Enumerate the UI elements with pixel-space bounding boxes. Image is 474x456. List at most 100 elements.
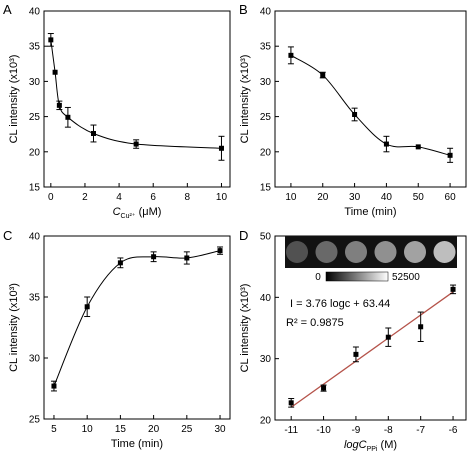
x-tick-label: 60 bbox=[445, 192, 457, 203]
data-point bbox=[151, 254, 157, 260]
x-axis-label: logCPPi (M) bbox=[344, 439, 397, 453]
y-axis-label: CL intensity (x10³) bbox=[239, 55, 251, 144]
data-point bbox=[65, 114, 71, 120]
panel-b: B 10 20 30 40 50 60 15 20 25 30 35 40 CL intensity (… bbox=[239, 2, 467, 218]
x-tick-label: 10 bbox=[82, 424, 94, 435]
y-tick-label: 50 bbox=[260, 232, 272, 243]
colorbar-gradient bbox=[325, 271, 389, 282]
data-point bbox=[320, 72, 326, 78]
x-tick-label: 20 bbox=[317, 192, 329, 203]
data-point bbox=[447, 152, 453, 158]
data-point bbox=[133, 141, 139, 147]
colorbar-min-label: 0 bbox=[315, 272, 321, 283]
series-line bbox=[290, 54, 451, 156]
data-point bbox=[352, 111, 358, 117]
gel-spot bbox=[374, 241, 397, 263]
data-point bbox=[288, 400, 294, 406]
x-tick-label: 4 bbox=[116, 192, 122, 203]
y-tick-label: 30 bbox=[29, 77, 41, 88]
data-point bbox=[56, 102, 62, 108]
x-axis-label-unit: (μM) bbox=[136, 206, 162, 218]
data-point bbox=[51, 383, 57, 389]
gel-spot bbox=[345, 241, 367, 263]
x-tick-label: 0 bbox=[48, 192, 54, 203]
gel-image bbox=[285, 236, 457, 268]
plot-frame bbox=[43, 10, 231, 188]
y-tick-label: 35 bbox=[29, 293, 41, 304]
series-line bbox=[53, 250, 221, 387]
x-tick-label: -6 bbox=[449, 425, 458, 436]
x-tick-label: -8 bbox=[384, 425, 393, 436]
x-tick-label: 10 bbox=[285, 192, 297, 203]
data-point bbox=[321, 385, 327, 391]
x-axis-label: CCu²⁺ (μM) bbox=[113, 206, 162, 220]
panel-label-c: C bbox=[3, 228, 12, 243]
series-line bbox=[50, 39, 222, 149]
x-axis-label: Time (min) bbox=[344, 206, 396, 218]
data-point bbox=[184, 255, 190, 261]
y-tick-label: 25 bbox=[29, 415, 41, 426]
panel-c-plot: 5 10 15 20 25 30 25 30 35 40 CL intensity (x10³) Ti… bbox=[8, 232, 231, 450]
y-tick-label: 40 bbox=[260, 293, 272, 304]
data-point bbox=[90, 130, 96, 136]
x-axis-label-main: logC bbox=[344, 439, 367, 451]
data-point bbox=[117, 260, 123, 266]
panel-b-plot: 10 20 30 40 50 60 15 20 25 30 35 40 CL intensity (x1… bbox=[239, 7, 467, 218]
panel-d-plot: -11 -10 -9 -8 -7 -6 20 30 40 50 CL intensity (x10³… bbox=[239, 232, 467, 453]
data-point bbox=[418, 324, 424, 330]
y-tick-label: 15 bbox=[29, 183, 41, 194]
y-tick-label: 40 bbox=[29, 232, 41, 243]
x-tick-label: 6 bbox=[150, 192, 156, 203]
y-axis-label: CL intensity (x10³) bbox=[8, 283, 20, 372]
data-point bbox=[218, 145, 224, 151]
data-point bbox=[84, 304, 90, 310]
x-tick-label: -7 bbox=[416, 425, 425, 436]
x-tick-label: -10 bbox=[316, 425, 331, 436]
x-tick-label: 20 bbox=[148, 424, 160, 435]
y-tick-label: 30 bbox=[29, 354, 41, 365]
x-tick-label: 2 bbox=[82, 192, 88, 203]
panel-a-plot: 0 2 4 6 8 10 15 20 25 30 35 40 CL intensity (x10³) CC… bbox=[8, 7, 231, 220]
y-tick-label: 25 bbox=[29, 112, 41, 123]
gel-spot bbox=[433, 241, 456, 263]
y-axis-label: CL intensity (x10³) bbox=[8, 55, 20, 144]
fit-line bbox=[290, 291, 454, 408]
colorbar: 0 52500 bbox=[315, 271, 420, 283]
y-tick-label: 20 bbox=[260, 416, 272, 427]
fit-r2: R² = 0.9875 bbox=[286, 317, 344, 329]
data-point bbox=[415, 144, 421, 150]
gel-image-background bbox=[285, 236, 457, 268]
y-tick-label: 15 bbox=[260, 183, 272, 194]
y-tick-label: 30 bbox=[260, 354, 272, 365]
gel-spot bbox=[315, 241, 338, 263]
panel-a: A 0 2 4 6 8 10 15 20 25 30 35 40 CL intensity (x10³)… bbox=[3, 2, 231, 220]
data-point bbox=[385, 334, 391, 340]
data-point bbox=[353, 351, 359, 357]
x-tick-label: -9 bbox=[351, 425, 360, 436]
gel-spot bbox=[404, 241, 426, 263]
fit-equation: I = 3.76 logc + 63.44 bbox=[290, 298, 390, 310]
x-axis-label-subscript: PPi bbox=[367, 446, 378, 453]
data-point bbox=[383, 141, 389, 147]
x-tick-label: 8 bbox=[185, 192, 191, 203]
y-tick-label: 30 bbox=[260, 77, 272, 88]
plot-frame bbox=[274, 10, 467, 188]
x-tick-label: 5 bbox=[51, 424, 57, 435]
plot-frame bbox=[43, 235, 231, 420]
y-tick-label: 40 bbox=[260, 7, 272, 18]
x-tick-label: 50 bbox=[413, 192, 425, 203]
x-tick-label: 15 bbox=[115, 424, 127, 435]
y-axis-label: CL intensity (x10³) bbox=[239, 284, 251, 373]
gel-spot bbox=[286, 241, 308, 263]
x-tick-label: 10 bbox=[216, 192, 228, 203]
data-point bbox=[48, 37, 54, 43]
gel-spots bbox=[286, 241, 456, 263]
data-point bbox=[217, 248, 223, 254]
x-tick-label: 40 bbox=[381, 192, 393, 203]
panel-label-b: B bbox=[239, 2, 248, 17]
data-point bbox=[288, 52, 294, 58]
colorbar-max-label: 52500 bbox=[392, 272, 420, 283]
x-axis-label-subscript: Cu²⁺ bbox=[121, 213, 136, 220]
panel-label-d: D bbox=[239, 228, 248, 243]
x-axis-label-main: C bbox=[113, 206, 121, 218]
